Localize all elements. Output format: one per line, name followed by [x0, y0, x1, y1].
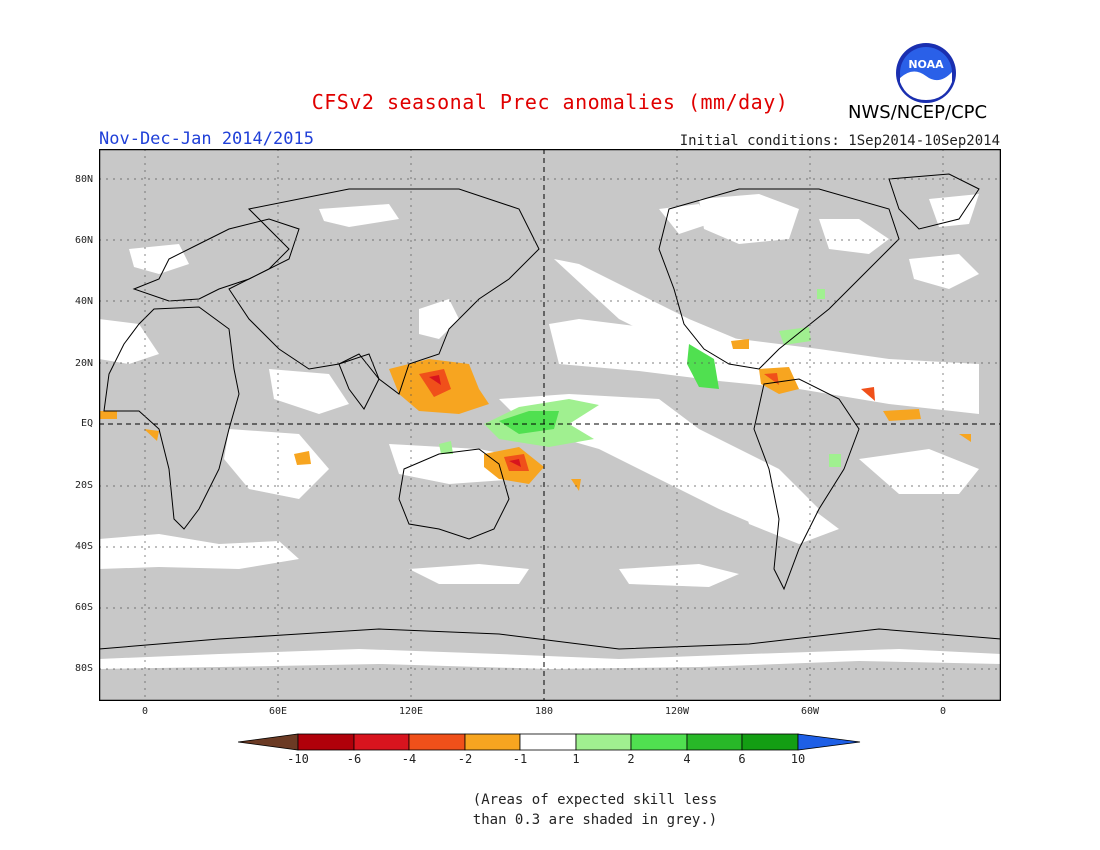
colorbar-swatch — [686, 733, 743, 751]
colorbar-swatch — [408, 733, 466, 751]
colorbar-swatch — [630, 733, 688, 751]
coastlines — [99, 173, 1001, 650]
colorbar-swatch — [741, 733, 799, 751]
lon-label: 0 — [939, 706, 947, 717]
colorbar-label: -6 — [346, 752, 362, 766]
precip-anomaly-map — [99, 149, 1001, 701]
map-title: CFSv2 seasonal Prec anomalies (mm/day) — [311, 90, 789, 114]
lat-label: EQ — [80, 418, 93, 429]
colorbar-label: -2 — [457, 752, 473, 766]
lat-label: 80N — [74, 174, 93, 185]
lat-label: 40S — [74, 541, 93, 552]
colorbar-swatch — [797, 733, 861, 751]
agency-label: NWS/NCEP/CPC — [848, 102, 988, 123]
lon-label: 180 — [534, 706, 554, 717]
skill-note-line1: (Areas of expected skill less — [472, 792, 718, 808]
colorbar-label: -4 — [401, 752, 417, 766]
colorbar-label: 2 — [627, 752, 635, 766]
lon-label: 60W — [800, 706, 820, 717]
colorbar-label: -1 — [512, 752, 528, 766]
lat-label: 60S — [74, 602, 93, 613]
lat-label: 20S — [74, 480, 93, 491]
lon-label: 60E — [268, 706, 288, 717]
grid-lines — [99, 149, 1001, 701]
colorbar-swatch — [464, 733, 521, 751]
initial-conditions: Initial conditions: 1Sep2014-10Sep2014 — [679, 133, 1000, 149]
lat-label: 20N — [74, 358, 93, 369]
season-label: Nov-Dec-Jan 2014/2015 — [99, 129, 314, 149]
colorbar — [238, 733, 861, 751]
noaa-logo: NOAA — [896, 43, 956, 103]
colorbar-label: 10 — [790, 752, 806, 766]
logo-text: NOAA — [908, 58, 944, 71]
lat-label: 40N — [74, 296, 93, 307]
colorbar-swatch — [297, 733, 355, 751]
lon-label: 120E — [398, 706, 424, 717]
colorbar-swatch — [353, 733, 410, 751]
colorbar-label: 6 — [738, 752, 746, 766]
colorbar-swatch — [238, 733, 299, 751]
lat-label: 60N — [74, 235, 93, 246]
map-frame — [99, 149, 1001, 701]
skill-note-line2: than 0.3 are shaded in grey.) — [472, 812, 718, 828]
lat-label: 80S — [74, 663, 93, 674]
lon-label: 0 — [141, 706, 149, 717]
equator-dateline — [99, 149, 1001, 701]
colorbar-swatch — [575, 733, 632, 751]
colorbar-swatch — [519, 733, 577, 751]
colorbar-label: 4 — [683, 752, 691, 766]
lon-label: 120W — [664, 706, 690, 717]
colorbar-label: -10 — [287, 752, 309, 766]
dry-anomalies — [99, 339, 971, 491]
colorbar-label: 1 — [572, 752, 580, 766]
